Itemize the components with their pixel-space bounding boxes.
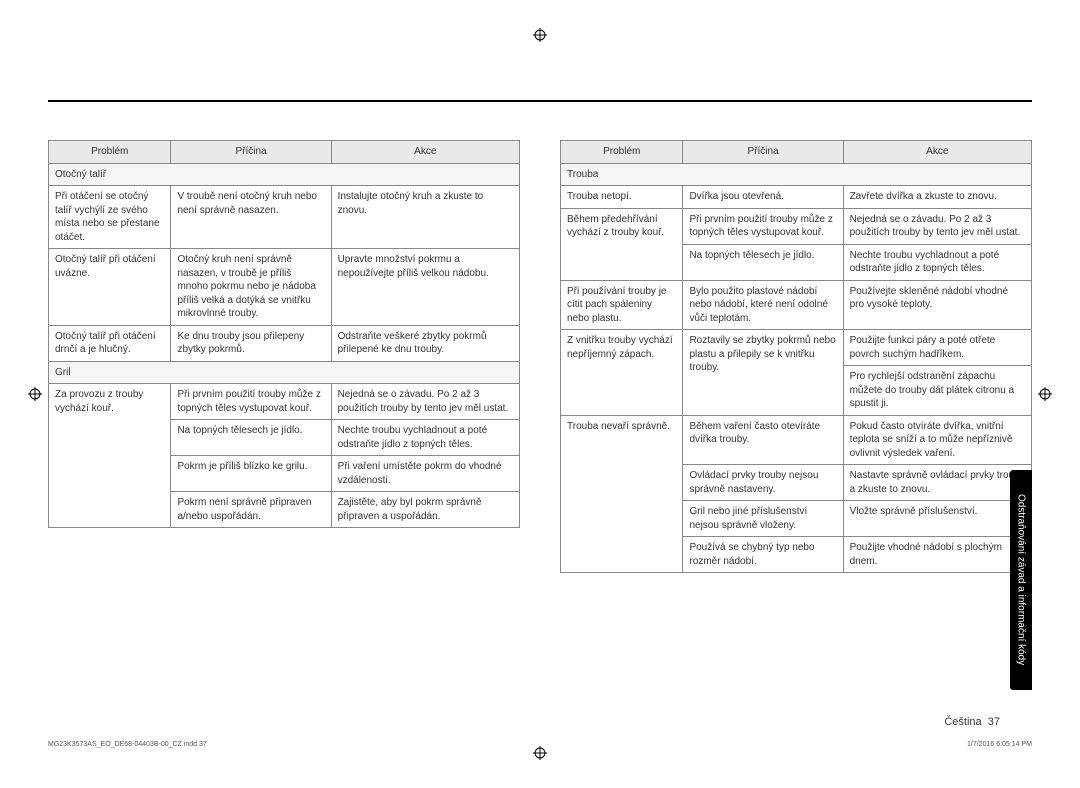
page-lang: Čeština <box>944 716 981 728</box>
th-action: Akce <box>331 141 519 164</box>
page-num-value: 37 <box>988 716 1000 728</box>
page-number: Čeština 37 <box>944 716 1000 728</box>
cell-problem: Trouba netopí. <box>561 186 683 209</box>
cell-cause: Během vaření často otevíráte dvířka trou… <box>683 415 843 465</box>
cell-action: Při vaření umístěte pokrm do vhodné vzdá… <box>331 456 519 492</box>
table-row: Otočný talíř při otáčení uvázne. Otočný … <box>49 249 520 326</box>
cell-action: Nastavte správně ovládací prvky trouby a… <box>843 465 1031 501</box>
cell-cause: Roztavily se zbytky pokrmů nebo plastu a… <box>683 330 843 416</box>
section-row: Trouba <box>561 163 1032 186</box>
troubleshoot-table-left: Problém Příčina Akce Otočný talíř Při ot… <box>48 140 520 528</box>
cell-cause: Ke dnu trouby jsou přilepeny zbytky pokr… <box>171 325 331 361</box>
table-header-row: Problém Příčina Akce <box>49 141 520 164</box>
cell-cause: Pokrm není správně připraven a/nebo uspo… <box>171 492 331 528</box>
cell-cause: V troubě není otočný kruh nebo není sprá… <box>171 186 331 249</box>
table-row: Trouba nevaří správně. Během vaření čast… <box>561 415 1032 465</box>
cell-cause: Při prvním použití trouby může z topných… <box>171 384 331 420</box>
cell-action: Použijte vhodné nádobí s plochým dnem. <box>843 537 1031 573</box>
cell-action: Nechte troubu vychladnout a poté odstraň… <box>843 244 1031 280</box>
cell-action: Pro rychlejší odstranění zápachu můžete … <box>843 366 1031 416</box>
section-row: Otočný talíř <box>49 163 520 186</box>
cell-cause: Na topných tělesech je jídlo. <box>683 244 843 280</box>
page-top-rule <box>48 100 1032 102</box>
right-column: Problém Příčina Akce Trouba Trouba netop… <box>560 140 1032 573</box>
cell-action: Nejedná se o závadu. Po 2 až 3 použitích… <box>843 208 1031 244</box>
th-problem: Problém <box>561 141 683 164</box>
section-row: Gril <box>49 361 520 384</box>
th-cause: Příčina <box>171 141 331 164</box>
print-footer: MG23K3573AS_EO_DE68-04403B-00_CZ.indd 37… <box>48 741 1032 748</box>
cell-action: Používejte skleněné nádobí vhodné pro vy… <box>843 280 1031 330</box>
cell-cause: Ovládací prvky trouby nejsou správně nas… <box>683 465 843 501</box>
table-row: Během předehřívání vychází z trouby kouř… <box>561 208 1032 244</box>
th-action: Akce <box>843 141 1031 164</box>
cell-cause: Při prvním použití trouby může z topných… <box>683 208 843 244</box>
cell-cause: Gril nebo jiné příslušenství nejsou sprá… <box>683 501 843 537</box>
cell-action: Upravte množství pokrmu a nepoužívejte p… <box>331 249 519 326</box>
footer-file: MG23K3573AS_EO_DE68-04403B-00_CZ.indd 37 <box>48 741 207 748</box>
section-label: Trouba <box>561 163 1032 186</box>
cell-cause: Používá se chybný typ nebo rozměr nádobí… <box>683 537 843 573</box>
cell-action: Nechte troubu vychladnout a poté odstraň… <box>331 420 519 456</box>
cell-action: Použijte funkci páry a poté otřete povrc… <box>843 330 1031 366</box>
th-problem: Problém <box>49 141 171 164</box>
cell-problem: Z vnitřku trouby vychází nepříjemný zápa… <box>561 330 683 416</box>
left-column: Problém Příčina Akce Otočný talíř Při ot… <box>48 140 520 573</box>
cell-problem: Trouba nevaří správně. <box>561 415 683 573</box>
cell-action: Nejedná se o závadu. Po 2 až 3 použitích… <box>331 384 519 420</box>
content-columns: Problém Příčina Akce Otočný talíř Při ot… <box>40 140 1040 573</box>
section-label: Gril <box>49 361 520 384</box>
table-row: Trouba netopí. Dvířka jsou otevřená. Zav… <box>561 186 1032 209</box>
th-cause: Příčina <box>683 141 843 164</box>
cell-action: Zavřete dvířka a zkuste to znovu. <box>843 186 1031 209</box>
cell-problem: Otočný talíř při otáčení uvázne. <box>49 249 171 326</box>
cell-cause: Otočný kruh není správně nasazen, v trou… <box>171 249 331 326</box>
cell-cause: Na topných tělesech je jídlo. <box>171 420 331 456</box>
cell-problem: Při používání trouby je cítit pach spále… <box>561 280 683 330</box>
cell-cause: Pokrm je příliš blízko ke grilu. <box>171 456 331 492</box>
table-row: Otočný talíř při otáčení drnčí a je hluč… <box>49 325 520 361</box>
crop-mark-top <box>533 28 547 42</box>
table-header-row: Problém Příčina Akce <box>561 141 1032 164</box>
crop-mark-right <box>1038 387 1052 401</box>
side-section-tab: Odstraňování závad a informační kódy <box>1010 470 1032 690</box>
cell-cause: Bylo použito plastové nádobí nebo nádobí… <box>683 280 843 330</box>
cell-action: Odstraňte veškeré zbytky pokrmů přilepen… <box>331 325 519 361</box>
table-row: Při otáčení se otočný talíř vychýlí ze s… <box>49 186 520 249</box>
table-row: Při používání trouby je cítit pach spále… <box>561 280 1032 330</box>
table-row: Za provozu z trouby vychází kouř. Při pr… <box>49 384 520 420</box>
cell-action: Vložte správně příslušenství. <box>843 501 1031 537</box>
cell-problem: Otočný talíř při otáčení drnčí a je hluč… <box>49 325 171 361</box>
footer-date: 1/7/2016 6:05:14 PM <box>967 741 1032 748</box>
cell-action: Zajistěte, aby byl pokrm správně připrav… <box>331 492 519 528</box>
cell-problem: Během předehřívání vychází z trouby kouř… <box>561 208 683 280</box>
cell-action: Instalujte otočný kruh a zkuste to znovu… <box>331 186 519 249</box>
crop-mark-bottom <box>533 746 547 760</box>
cell-action: Pokud často otvíráte dvířka, vnitřní tep… <box>843 415 1031 465</box>
cell-cause: Dvířka jsou otevřená. <box>683 186 843 209</box>
cell-problem: Za provozu z trouby vychází kouř. <box>49 384 171 528</box>
troubleshoot-table-right: Problém Příčina Akce Trouba Trouba netop… <box>560 140 1032 573</box>
cell-problem: Při otáčení se otočný talíř vychýlí ze s… <box>49 186 171 249</box>
section-label: Otočný talíř <box>49 163 520 186</box>
crop-mark-left <box>28 387 42 401</box>
table-row: Z vnitřku trouby vychází nepříjemný zápa… <box>561 330 1032 366</box>
